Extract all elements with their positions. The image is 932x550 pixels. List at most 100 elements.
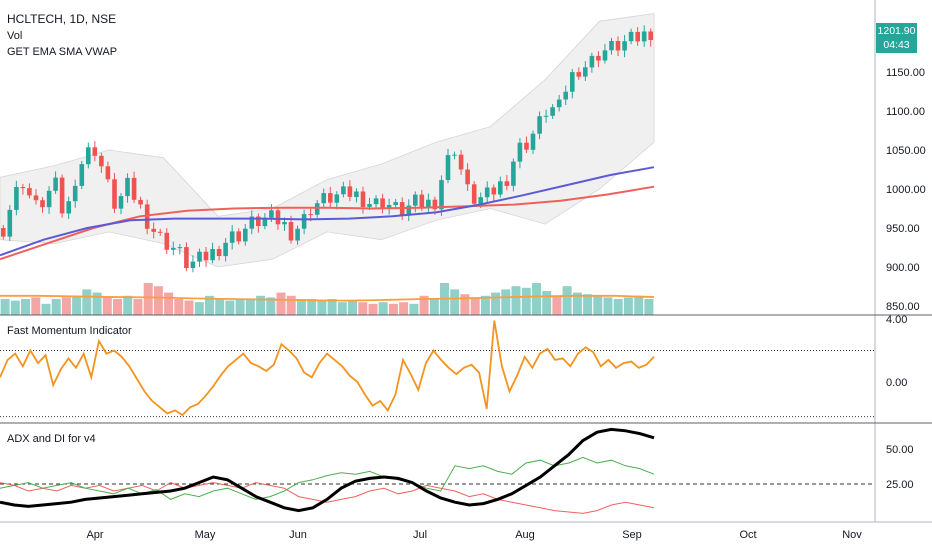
volume-bar bbox=[92, 292, 102, 315]
volume-bar bbox=[153, 286, 163, 315]
candle-body bbox=[86, 147, 91, 165]
countdown-badge: 04:43 bbox=[876, 39, 917, 53]
candle-body bbox=[628, 31, 634, 42]
candle-body bbox=[406, 205, 412, 216]
volume-bar bbox=[10, 300, 20, 315]
candle-body bbox=[491, 187, 497, 195]
volume-bar bbox=[603, 297, 613, 315]
time-axis-tick-label: Nov bbox=[842, 529, 862, 541]
volume-bar bbox=[174, 299, 184, 315]
candle-body bbox=[550, 107, 555, 116]
candle-body bbox=[46, 190, 52, 208]
volume-bar bbox=[194, 302, 204, 315]
candle-body bbox=[118, 196, 124, 209]
volume-bar bbox=[286, 295, 296, 315]
volume-indicator-label[interactable]: Vol bbox=[7, 30, 23, 42]
volume-bar bbox=[123, 295, 133, 315]
volume-bar bbox=[634, 295, 644, 315]
candle-body bbox=[20, 187, 26, 189]
candle-body bbox=[99, 155, 104, 167]
volume-bar bbox=[133, 299, 143, 315]
volume-bar bbox=[143, 283, 153, 315]
volume-bar bbox=[470, 297, 480, 315]
volume-bar bbox=[102, 297, 112, 315]
ema-sma-vwap-indicator-label[interactable]: GET EMA SMA VWAP bbox=[7, 46, 118, 58]
price-axis-tick-label: 1150.00 bbox=[886, 67, 925, 79]
volume-bar bbox=[593, 295, 603, 315]
candle-body bbox=[171, 247, 176, 250]
volume-bar bbox=[266, 297, 276, 315]
candle-body bbox=[308, 214, 313, 216]
volume-bar bbox=[225, 300, 235, 315]
volume-bar bbox=[501, 289, 511, 315]
candle-body bbox=[615, 41, 621, 51]
volume-bar bbox=[327, 299, 337, 315]
volume-bar bbox=[307, 299, 317, 315]
volume-bar bbox=[82, 289, 92, 315]
candle-body bbox=[236, 231, 241, 242]
candle-body bbox=[53, 177, 58, 191]
di-plus-line bbox=[0, 456, 655, 500]
last-price-badge: 1201.90 bbox=[876, 23, 917, 39]
candle-body bbox=[413, 194, 418, 206]
candle-body bbox=[27, 188, 32, 196]
momentum-line bbox=[0, 320, 655, 417]
candle-body bbox=[262, 217, 268, 227]
candle-body bbox=[576, 72, 582, 77]
volume-bar bbox=[644, 299, 654, 315]
volume-bar bbox=[613, 299, 623, 315]
candle-body bbox=[484, 187, 490, 198]
candle-body bbox=[419, 194, 425, 208]
symbol-title[interactable]: HCLTECH, 1D, NSE bbox=[7, 12, 117, 26]
volume-bar bbox=[164, 292, 174, 315]
candle-body bbox=[92, 147, 98, 156]
time-axis-tick-label: Sep bbox=[622, 529, 642, 541]
candle-body bbox=[426, 199, 431, 208]
candle-body bbox=[439, 180, 444, 210]
candle-body bbox=[458, 154, 464, 170]
time-axis-tick-label: May bbox=[195, 529, 216, 541]
volume-bar bbox=[388, 303, 398, 315]
price-axis-tick-label: 850.00 bbox=[886, 301, 920, 313]
candle-body bbox=[648, 31, 653, 40]
momentum-axis-tick-label: 0.00 bbox=[886, 377, 907, 389]
price-axis-tick-label: 1000.00 bbox=[886, 184, 926, 196]
volume-bar bbox=[552, 295, 562, 315]
candle-body bbox=[367, 204, 372, 207]
adx-indicator-label[interactable]: ADX and DI for v4 bbox=[7, 433, 96, 445]
price-axis-tick-label: 900.00 bbox=[886, 262, 920, 274]
time-axis-tick-label: Jul bbox=[413, 529, 427, 541]
candle-body bbox=[197, 251, 202, 262]
candle-body bbox=[570, 72, 575, 92]
candle-body bbox=[125, 177, 130, 197]
candle-body bbox=[177, 247, 183, 249]
volume-bar bbox=[0, 299, 10, 315]
volume-bar bbox=[205, 295, 214, 315]
candle-body bbox=[295, 228, 300, 241]
adx-pane bbox=[0, 427, 875, 514]
time-axis-tick-label: Apr bbox=[86, 529, 103, 541]
candle-body bbox=[203, 251, 209, 261]
volume-bar bbox=[542, 291, 552, 315]
volume-bar bbox=[256, 295, 266, 315]
volume-bar bbox=[72, 295, 82, 315]
candle-body bbox=[275, 210, 281, 225]
candle-body bbox=[321, 193, 326, 204]
price-axis-tick-label: 1100.00 bbox=[886, 106, 925, 118]
volume-bar bbox=[562, 286, 572, 315]
volume-bar bbox=[31, 297, 41, 315]
volume-bar bbox=[399, 302, 409, 315]
adx-axis-tick-label: 50.00 bbox=[886, 444, 914, 456]
candle-body bbox=[131, 177, 137, 200]
volume-bar bbox=[480, 295, 490, 315]
volume-bar bbox=[317, 300, 327, 315]
candle-body bbox=[282, 222, 287, 225]
volume-bar bbox=[378, 302, 388, 315]
candle-body bbox=[59, 177, 65, 214]
momentum-indicator-label[interactable]: Fast Momentum Indicator bbox=[7, 325, 132, 337]
candle-body bbox=[14, 187, 19, 210]
candle-body bbox=[341, 186, 346, 195]
volume-bar bbox=[409, 303, 419, 315]
volume-bar bbox=[521, 287, 531, 315]
